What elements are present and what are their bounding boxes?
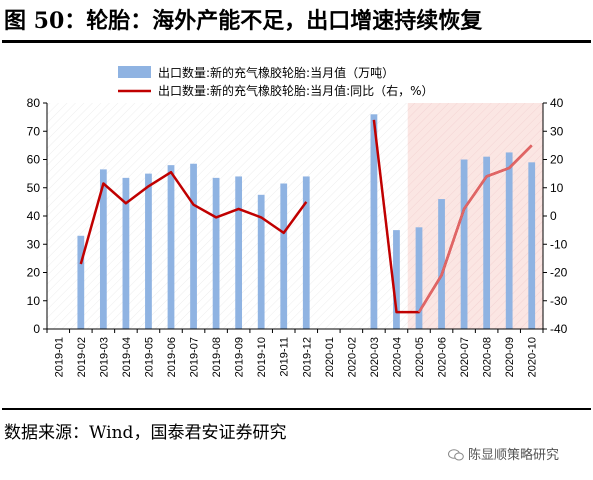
right-tick-label: -30 bbox=[550, 294, 568, 308]
watermark-text: 陈显顺策略研究 bbox=[468, 448, 560, 463]
x-tick-label: 2019-02 bbox=[76, 337, 88, 377]
x-tick-label: 2020-07 bbox=[459, 337, 471, 377]
x-tick-label: 2020-05 bbox=[414, 337, 426, 377]
left-tick-label: 70 bbox=[27, 124, 41, 138]
bar-2019-04 bbox=[122, 177, 130, 329]
bar-2019-07 bbox=[190, 163, 197, 329]
x-tick-label: 2019-09 bbox=[234, 337, 246, 377]
source-note: 数据来源：Wind，国泰君安证券研究 bbox=[4, 423, 287, 443]
right-tick-label: -40 bbox=[550, 322, 568, 336]
right-tick-label: 0 bbox=[550, 209, 557, 223]
x-tick-label: 2019-08 bbox=[211, 337, 223, 377]
right-tick-label: 30 bbox=[550, 124, 564, 138]
legend-bar-swatch bbox=[118, 66, 151, 78]
left-tick-label: 40 bbox=[27, 209, 41, 223]
x-tick-label: 2019-10 bbox=[256, 337, 268, 377]
x-tick-label: 2019-06 bbox=[166, 337, 178, 377]
x-tick-label: 2020-10 bbox=[527, 337, 539, 377]
bar-2019-05 bbox=[145, 173, 152, 329]
legend-bar-label: 出口数量:新的充气橡胶轮胎:当月值（万吨） bbox=[158, 65, 394, 80]
bar-2019-02 bbox=[77, 235, 85, 329]
x-tick-label: 2020-02 bbox=[346, 337, 358, 377]
bar-2020-05 bbox=[415, 227, 423, 329]
x-tick-label: 2019-03 bbox=[98, 337, 110, 377]
right-tick-label: 10 bbox=[550, 181, 564, 195]
bar-2019-09 bbox=[235, 176, 243, 329]
x-tick-label: 2019-01 bbox=[53, 337, 65, 377]
bar-2020-03 bbox=[370, 114, 378, 329]
wechat-icon bbox=[448, 449, 464, 461]
bar-2020-10 bbox=[528, 162, 536, 329]
bar-2019-03 bbox=[99, 169, 107, 329]
bar-2020-08 bbox=[483, 156, 491, 329]
x-tick-label: 2020-08 bbox=[482, 337, 494, 377]
x-tick-label: 2020-04 bbox=[391, 337, 403, 377]
x-tick-label: 2019-04 bbox=[121, 337, 133, 377]
title-divider bbox=[2, 40, 591, 43]
x-tick-label: 2020-03 bbox=[369, 337, 381, 377]
right-tick-label: -20 bbox=[550, 266, 568, 280]
bar-2019-10 bbox=[257, 194, 265, 329]
chart-title: 图 50：轮胎：海外产能不足，出口增速持续恢复 bbox=[4, 8, 483, 34]
x-tick-label: 2020-09 bbox=[504, 337, 516, 377]
left-tick-label: 50 bbox=[27, 181, 41, 195]
watermark: 陈显顺策略研究 bbox=[448, 444, 559, 463]
bar-2019-06 bbox=[167, 165, 175, 329]
right-tick-label: 40 bbox=[550, 96, 564, 110]
x-tick-label: 2019-11 bbox=[279, 337, 291, 377]
left-tick-label: 0 bbox=[33, 322, 40, 336]
left-tick-label: 30 bbox=[27, 237, 41, 251]
bar-2019-08 bbox=[212, 177, 220, 329]
x-tick-label: 2020-01 bbox=[324, 337, 336, 377]
legend-line-label: 出口数量:新的充气橡胶轮胎:当月值:同比（右，%） bbox=[158, 83, 434, 98]
x-tick-label: 2019-05 bbox=[143, 337, 155, 377]
x-tick-label: 2019-12 bbox=[301, 337, 313, 377]
bar-2020-04 bbox=[393, 230, 400, 329]
x-tick-label: 2019-07 bbox=[189, 337, 201, 377]
right-tick-label: 20 bbox=[550, 153, 564, 167]
bar-2019-12 bbox=[302, 176, 310, 329]
bar-2019-11 bbox=[280, 183, 288, 329]
left-tick-label: 20 bbox=[27, 266, 41, 280]
right-tick-label: -10 bbox=[550, 237, 568, 251]
left-tick-label: 10 bbox=[27, 294, 41, 308]
left-tick-label: 80 bbox=[27, 96, 41, 110]
line-segment-highlight bbox=[417, 144, 533, 313]
bar-2020-07 bbox=[460, 159, 468, 329]
footer-divider bbox=[2, 408, 591, 410]
bar-2020-06 bbox=[438, 199, 445, 329]
bar-2020-09 bbox=[505, 152, 513, 329]
left-tick-label: 60 bbox=[27, 153, 41, 167]
plot-hatch-background bbox=[47, 103, 408, 329]
x-tick-label: 2020-06 bbox=[437, 337, 449, 377]
